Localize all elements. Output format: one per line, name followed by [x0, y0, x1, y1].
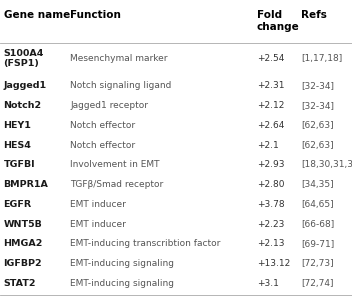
Text: Jagged1 receptor: Jagged1 receptor: [70, 101, 149, 110]
Text: [1,17,18]: [1,17,18]: [301, 54, 342, 63]
Text: HEY1: HEY1: [4, 121, 31, 130]
Text: Notch signaling ligand: Notch signaling ligand: [70, 81, 172, 90]
Text: [32-34]: [32-34]: [301, 101, 334, 110]
Text: +2.23: +2.23: [257, 219, 284, 228]
Text: EMT-inducing transcribtion factor: EMT-inducing transcribtion factor: [70, 239, 221, 248]
Text: [69-71]: [69-71]: [301, 239, 334, 248]
Text: [62,63]: [62,63]: [301, 141, 334, 150]
Text: +2.54: +2.54: [257, 54, 284, 63]
Text: EMT-inducing signaling: EMT-inducing signaling: [70, 279, 174, 288]
Text: Notch effector: Notch effector: [70, 121, 136, 130]
Text: +2.1: +2.1: [257, 141, 279, 150]
Text: [62,63]: [62,63]: [301, 121, 334, 130]
Text: TGFBI: TGFBI: [4, 160, 35, 169]
Text: Function: Function: [70, 10, 121, 20]
Text: [72,73]: [72,73]: [301, 259, 334, 268]
Text: +3.1: +3.1: [257, 279, 279, 288]
Text: WNT5B: WNT5B: [4, 219, 42, 228]
Text: EMT inducer: EMT inducer: [70, 219, 126, 228]
Text: BMPR1A: BMPR1A: [4, 180, 48, 189]
Text: +2.12: +2.12: [257, 101, 284, 110]
Text: +2.80: +2.80: [257, 180, 284, 189]
Text: EMT inducer: EMT inducer: [70, 200, 126, 209]
Text: Jagged1: Jagged1: [4, 81, 47, 90]
Text: EMT-inducing signaling: EMT-inducing signaling: [70, 259, 174, 268]
Text: IGFBP2: IGFBP2: [4, 259, 42, 268]
Text: Notch2: Notch2: [4, 101, 42, 110]
Text: EGFR: EGFR: [4, 200, 32, 209]
Text: TGFβ/Smad receptor: TGFβ/Smad receptor: [70, 180, 164, 189]
Text: Gene name: Gene name: [4, 10, 70, 20]
Text: S100A4
(FSP1): S100A4 (FSP1): [4, 49, 44, 68]
Text: [18,30,31,34]: [18,30,31,34]: [301, 160, 352, 169]
Text: +2.31: +2.31: [257, 81, 284, 90]
Text: +2.93: +2.93: [257, 160, 284, 169]
Text: [32-34]: [32-34]: [301, 81, 334, 90]
Text: Mesenchymal marker: Mesenchymal marker: [70, 54, 168, 63]
Text: [64,65]: [64,65]: [301, 200, 334, 209]
Text: [66-68]: [66-68]: [301, 219, 334, 228]
Text: Refs: Refs: [301, 10, 327, 20]
Text: +3.78: +3.78: [257, 200, 284, 209]
Text: Fold
change: Fold change: [257, 10, 300, 32]
Text: +2.64: +2.64: [257, 121, 284, 130]
Text: [34,35]: [34,35]: [301, 180, 334, 189]
Text: [72,74]: [72,74]: [301, 279, 333, 288]
Text: HES4: HES4: [4, 141, 31, 150]
Text: +2.13: +2.13: [257, 239, 284, 248]
Text: +13.12: +13.12: [257, 259, 290, 268]
Text: HMGA2: HMGA2: [4, 239, 43, 248]
Text: Involvement in EMT: Involvement in EMT: [70, 160, 160, 169]
Text: Notch effector: Notch effector: [70, 141, 136, 150]
Text: STAT2: STAT2: [4, 279, 36, 288]
